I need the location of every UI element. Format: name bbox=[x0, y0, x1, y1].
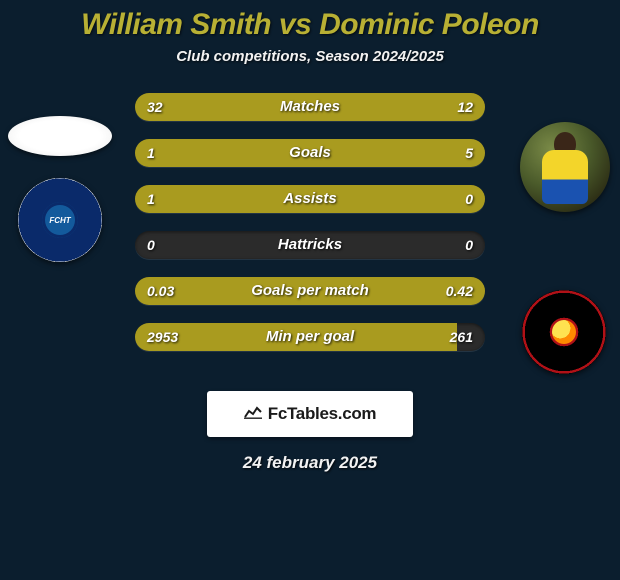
date-label: 24 february 2025 bbox=[0, 453, 620, 473]
stat-row: 00Hattricks bbox=[135, 231, 485, 259]
page-title: William Smith vs Dominic Poleon bbox=[0, 8, 620, 42]
watermark: FcTables.com bbox=[207, 391, 413, 437]
stat-label: Min per goal bbox=[135, 323, 485, 351]
chart-icon bbox=[244, 405, 262, 424]
season-subtitle: Club competitions, Season 2024/2025 bbox=[0, 48, 620, 65]
stats-table: 3212Matches 15Goals 10Assists 00Hattricks 0.… bbox=[0, 93, 620, 383]
comparison-card: William Smith vs Dominic Poleon Club com… bbox=[0, 0, 620, 580]
stat-label: Assists bbox=[135, 185, 485, 213]
stat-row: 10Assists bbox=[135, 185, 485, 213]
watermark-text: FcTables.com bbox=[268, 404, 377, 424]
stat-row: 0.030.42Goals per match bbox=[135, 277, 485, 305]
stat-row: 2953261Min per goal bbox=[135, 323, 485, 351]
stat-label: Hattricks bbox=[135, 231, 485, 259]
stat-row: 3212Matches bbox=[135, 93, 485, 121]
stat-label: Goals bbox=[135, 139, 485, 167]
stat-label: Matches bbox=[135, 93, 485, 121]
stat-label: Goals per match bbox=[135, 277, 485, 305]
stat-row: 15Goals bbox=[135, 139, 485, 167]
